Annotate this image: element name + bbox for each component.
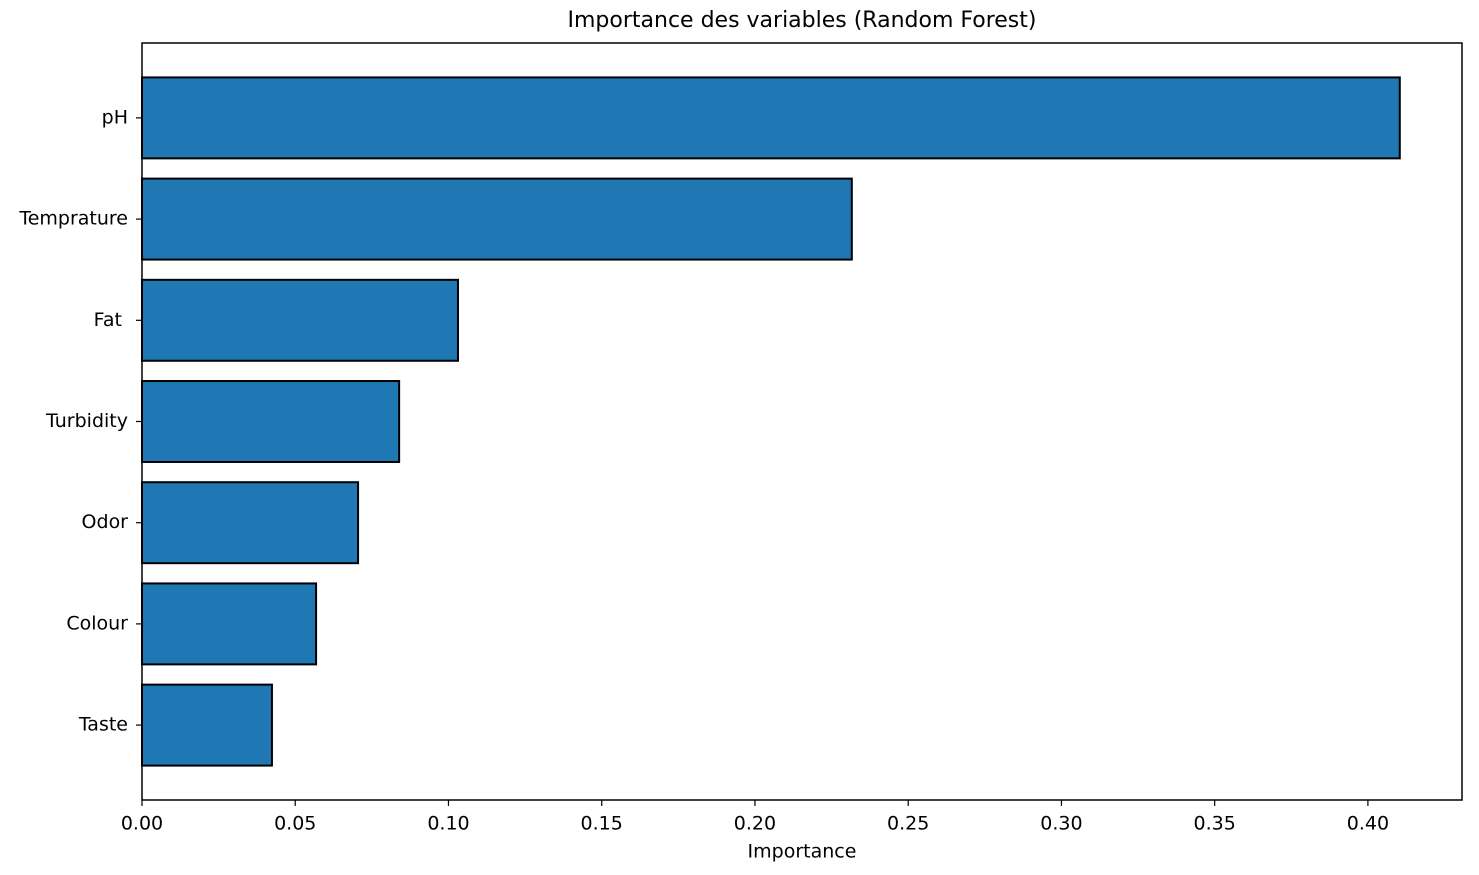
x-tick-label: 0.00 xyxy=(121,813,163,835)
y-tick-label: Odor xyxy=(82,511,129,533)
bar xyxy=(141,380,401,463)
plot-frame xyxy=(141,42,1463,801)
bar xyxy=(141,278,459,362)
y-tick-label: Taste xyxy=(78,714,128,736)
y-tick-label: pH xyxy=(102,106,128,128)
y-tick-label: Temprature xyxy=(18,208,128,230)
chart-title: Importance des variables (Random Forest) xyxy=(568,8,1037,33)
bar xyxy=(141,76,1401,160)
bar xyxy=(141,177,853,261)
x-tick-label: 0.20 xyxy=(734,813,776,835)
bar xyxy=(141,481,360,565)
y-tick-label: Fat xyxy=(94,309,128,331)
x-axis-label: Importance xyxy=(748,841,857,863)
y-tick-label: Turbidity xyxy=(45,410,128,432)
x-tick-label: 0.30 xyxy=(1040,813,1082,835)
x-tick-label: 0.15 xyxy=(581,813,623,835)
x-tick-label: 0.25 xyxy=(887,813,929,835)
bar xyxy=(141,582,318,666)
x-tick-label: 0.35 xyxy=(1194,813,1236,835)
y-tick-label: Colour xyxy=(66,612,128,634)
x-tick-label: 0.10 xyxy=(427,813,469,835)
bar xyxy=(141,683,273,767)
x-tick-label: 0.05 xyxy=(274,813,316,835)
x-tick-label: 0.40 xyxy=(1347,813,1389,835)
